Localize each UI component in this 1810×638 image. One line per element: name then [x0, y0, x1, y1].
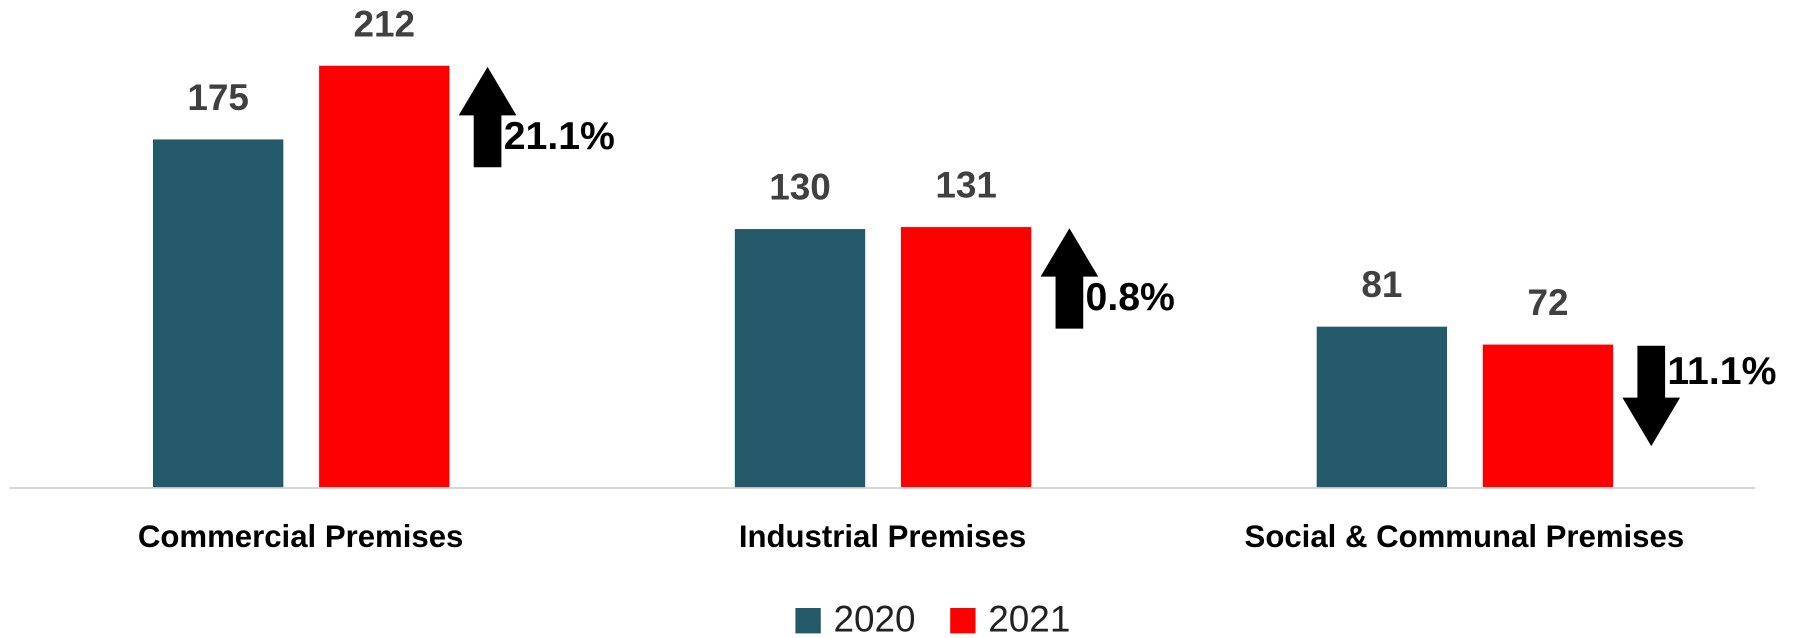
change-arrow	[1040, 228, 1099, 329]
bar	[319, 65, 450, 489]
bar	[900, 227, 1032, 489]
data-label: 130	[769, 167, 831, 208]
legend-swatch	[950, 608, 976, 634]
data-label: 175	[187, 77, 249, 118]
legend-swatch	[795, 608, 821, 634]
change-label: 21.1%	[504, 114, 615, 158]
bar	[734, 229, 866, 489]
change-label: 0.8%	[1086, 275, 1175, 319]
change-arrow	[458, 66, 517, 168]
bar	[1482, 344, 1614, 489]
data-label: 131	[935, 165, 997, 206]
change-arrow	[1622, 345, 1681, 447]
data-label: 81	[1361, 264, 1402, 305]
x-tick-label: Social & Communal Premises	[1245, 519, 1685, 554]
data-label: 212	[354, 3, 416, 44]
data-label: 72	[1527, 282, 1568, 323]
legend-label: 2020	[833, 599, 915, 638]
x-tick-label: Industrial Premises	[739, 519, 1026, 554]
legend-label: 2021	[988, 599, 1070, 638]
bar	[1316, 326, 1448, 489]
change-label: 11.1%	[1667, 349, 1776, 393]
bar	[152, 139, 284, 489]
x-tick-label: Commercial Premises	[138, 519, 463, 554]
